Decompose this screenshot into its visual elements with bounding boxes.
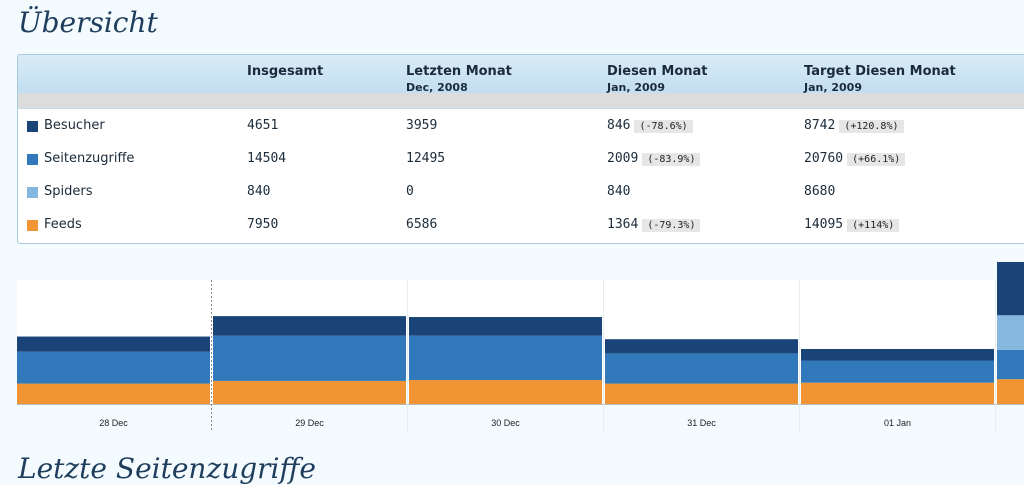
x-tick-label-1: 29 Dec: [295, 418, 324, 428]
header-total-label: Insgesamt: [247, 64, 324, 79]
cell-this-month-value: 1364: [607, 217, 639, 232]
x-tick-label-3: 31 Dec: [687, 418, 716, 428]
header-sub-band: [18, 93, 1024, 108]
cell-total: 840: [247, 184, 271, 199]
cell-target: 20760 (+66.1%): [804, 151, 906, 166]
cell-target-value: 20760: [804, 151, 844, 166]
cell-this-month-value: 846: [607, 118, 631, 133]
cell-this-month: 840: [607, 184, 630, 199]
bar-besucher-4: [801, 348, 994, 361]
summary-table: Insgesamt Letzten Monat Dec, 2008 Diesen…: [17, 54, 1024, 244]
row-label: Spiders: [44, 184, 93, 199]
bar-besucher-5: [997, 262, 1024, 316]
table-row-visitors: Besucher 4651 3959 846 (-78.6%) 8742 (+120.8%): [18, 109, 1024, 143]
x-tick-label-4: 01 Jan: [884, 418, 911, 428]
cell-this-month: 846 (-78.6%): [607, 118, 693, 133]
cell-this-month: 2009 (-83.9%): [607, 151, 701, 166]
bar-spiders-5: [997, 315, 1024, 350]
cell-this-month-delta: (-78.6%): [634, 120, 693, 133]
cell-target: 14095 (+114%): [804, 217, 900, 232]
bar-feeds-4: [801, 382, 994, 404]
cell-total: 7950: [247, 217, 279, 232]
bar-seitenzugriffe-4: [801, 360, 994, 383]
cell-last-month: 0: [406, 184, 414, 199]
cell-last-month: 12495: [406, 151, 446, 166]
bar-feeds-2: [409, 380, 602, 404]
cell-target: 8680: [804, 184, 835, 199]
legend-swatch-feeds: [27, 220, 38, 231]
cell-target-delta: (+66.1%): [847, 153, 906, 166]
cell-target-value: 14095: [804, 217, 844, 232]
legend-swatch-pageviews: [27, 154, 38, 165]
table-row-pageviews: Seitenzugriffe 14504 12495 2009 (-83.9%) 2076…: [18, 142, 1024, 176]
cell-this-month-value: 2009: [607, 151, 639, 166]
cell-last-month: 3959: [406, 118, 438, 133]
bar-besucher-3: [605, 339, 798, 354]
bar-seitenzugriffe-1: [213, 335, 406, 381]
legend-swatch-visitors: [27, 121, 38, 132]
chart-axis-strip: [17, 405, 1024, 432]
bar-seitenzugriffe-2: [409, 335, 602, 381]
cell-this-month-delta: (-83.9%): [642, 153, 701, 166]
x-tick-label-2: 30 Dec: [491, 418, 520, 428]
header-last-month-period: Dec, 2008: [406, 81, 468, 94]
cell-this-month-value: 840: [607, 184, 631, 199]
header-target-period: Jan, 2009: [804, 81, 862, 94]
header-this-month: Diesen Monat Jan, 2009: [607, 64, 708, 94]
bar-seitenzugriffe-3: [605, 353, 798, 384]
bar-feeds-0: [17, 383, 210, 404]
chart-svg: 28 Dec 29 Dec 30 Dec 31 Dec 01 Jan: [17, 262, 1024, 432]
section-title-recent-pageviews: Letzte Seitenzugriffe: [18, 452, 316, 485]
row-label: Seitenzugriffe: [44, 151, 135, 166]
header-last-month-label: Letzten Monat: [406, 64, 512, 79]
cell-target-value: 8680: [804, 184, 836, 199]
daily-stacked-bar-chart: 28 Dec 29 Dec 30 Dec 31 Dec 01 Jan: [17, 262, 1024, 432]
table-row-spiders: Spiders 840 0 840 8680: [18, 175, 1024, 209]
header-last-month: Letzten Monat Dec, 2008: [406, 64, 512, 94]
bar-seitenzugriffe-5: [997, 349, 1024, 380]
cell-target-value: 8742: [804, 118, 836, 133]
header-total: Insgesamt: [247, 64, 323, 79]
table-header: Insgesamt Letzten Monat Dec, 2008 Diesen…: [18, 55, 1024, 109]
bar-seitenzugriffe-0: [17, 351, 210, 384]
page-title: Übersicht: [18, 6, 158, 39]
cell-this-month: 1364 (-79.3%): [607, 217, 701, 232]
cell-this-month-delta: (-79.3%): [642, 219, 701, 232]
bar-besucher-2: [409, 317, 602, 336]
cell-target-delta: (+114%): [847, 219, 900, 232]
bar-feeds-5: [997, 379, 1024, 404]
bar-feeds-1: [213, 380, 406, 404]
bar-besucher-1: [213, 316, 406, 336]
header-this-month-period: Jan, 2009: [607, 81, 665, 94]
header-this-month-label: Diesen Monat: [607, 64, 708, 79]
cell-target: 8742 (+120.8%): [804, 118, 904, 133]
row-label: Besucher: [44, 118, 105, 133]
table-row-feeds: Feeds 7950 6586 1364 (-79.3%) 14095 (+114%): [18, 208, 1024, 241]
cell-target-delta: (+120.8%): [839, 120, 904, 133]
header-target: Target Diesen Monat Jan, 2009: [804, 64, 956, 94]
row-label: Feeds: [44, 217, 82, 232]
cell-total: 4651: [247, 118, 279, 133]
header-target-label: Target Diesen Monat: [804, 64, 956, 79]
x-tick-label-0: 28 Dec: [99, 418, 128, 428]
bar-besucher-0: [17, 336, 210, 352]
legend-swatch-spiders: [27, 187, 38, 198]
bar-feeds-3: [605, 383, 798, 404]
cell-total: 14504: [247, 151, 287, 166]
cell-last-month: 6586: [406, 217, 438, 232]
